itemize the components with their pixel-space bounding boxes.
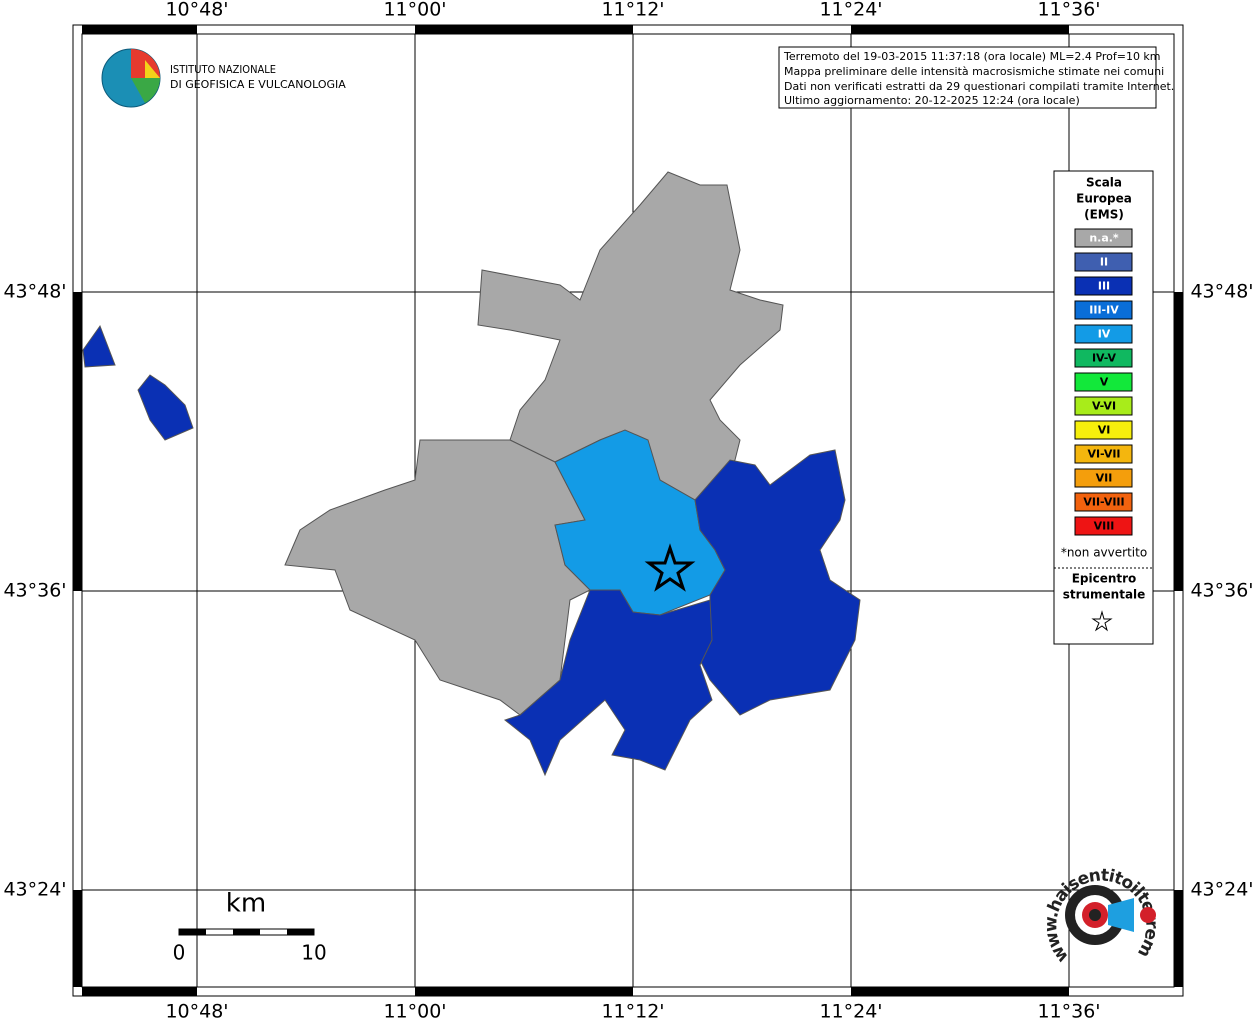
legend-label: III-IV <box>1089 304 1119 317</box>
legend-title: Scala <box>1086 176 1122 190</box>
legend-epicenter: Epicentro <box>1072 572 1137 586</box>
scale-unit: km <box>226 889 266 919</box>
scale-bar: km 0 10 <box>173 889 327 965</box>
frame-bar <box>82 987 197 996</box>
info-line: Mappa preliminare delle intensità macros… <box>784 65 1164 78</box>
latitude-label: 43°24' <box>1190 879 1253 901</box>
legend-label: IV <box>1098 328 1111 341</box>
legend-swatch <box>1074 348 1133 368</box>
ingv-logo: ISTITUTO NAZIONALE DI GEOFISICA E VULCAN… <box>101 48 346 108</box>
longitude-label: 10°48' <box>165 1001 228 1023</box>
longitude-label: 11°00' <box>383 1001 446 1023</box>
longitude-label: 11°24' <box>819 1001 882 1023</box>
frame-bar <box>851 987 1069 996</box>
frame-bars <box>73 25 1183 996</box>
municipalities <box>82 171 861 777</box>
frame-bar <box>415 987 633 996</box>
legend-title: Europea <box>1076 192 1132 206</box>
logo-text: DI GEOFISICA E VULCANOLOGIA <box>170 78 346 91</box>
legend-swatch <box>1074 228 1133 248</box>
scale-label: 0 <box>173 941 186 965</box>
legend-label: n.a.* <box>1089 232 1119 245</box>
legend-swatch <box>1074 444 1133 464</box>
latitude-label: 43°36' <box>1190 580 1253 602</box>
longitude-label: 11°36' <box>1037 0 1100 21</box>
legend-label: II <box>1100 256 1108 269</box>
legend-label: VI <box>1098 424 1111 437</box>
frame-bar <box>415 25 633 34</box>
legend-swatch <box>1074 300 1133 320</box>
legend-swatch <box>1074 372 1133 392</box>
frame-bar <box>1174 890 1183 987</box>
frame-bar <box>73 292 82 591</box>
legend-swatch <box>1074 420 1133 440</box>
latitude-label: 43°48' <box>3 281 66 303</box>
frame-bar <box>851 25 1069 34</box>
legend-swatch <box>1074 324 1133 344</box>
legend-label: VI-VII <box>1087 448 1120 461</box>
legend-epicenter: strumentale <box>1063 588 1146 602</box>
longitude-label: 11°24' <box>819 0 882 21</box>
longitude-label: 11°12' <box>601 0 664 21</box>
legend-swatch <box>1074 252 1133 272</box>
legend-label: V-VI <box>1092 400 1116 413</box>
legend-label: VII-VIII <box>1083 496 1124 509</box>
longitude-label: 11°12' <box>601 1001 664 1023</box>
epicenter-star <box>644 543 696 592</box>
legend: Scala Europea (EMS) *non avvertito Epice… <box>1053 170 1154 645</box>
frame-bar <box>1174 292 1183 591</box>
info-line: Ultimo aggiornamento: 20-12-2025 12:24 (… <box>784 94 1080 107</box>
legend-label: VIII <box>1094 520 1115 533</box>
longitude-label: 11°00' <box>383 0 446 21</box>
logo-text: ISTITUTO NAZIONALE <box>170 63 276 76</box>
legend-note: *non avvertito <box>1061 546 1147 560</box>
legend-label: III <box>1098 280 1110 293</box>
longitude-label: 11°36' <box>1037 1001 1100 1023</box>
legend-swatch <box>1074 468 1133 488</box>
scale-label: 10 <box>301 941 326 965</box>
legend-swatch <box>1074 516 1133 536</box>
legend-swatch <box>1074 492 1133 512</box>
latitude-label: 43°24' <box>3 879 66 901</box>
legend-label: VII <box>1096 472 1113 485</box>
info-box: Terremoto del 19-03-2015 11:37:18 (ora l… <box>778 46 1174 109</box>
legend-swatch <box>1074 396 1133 416</box>
longitude-label: 10°48' <box>165 0 228 21</box>
latitude-label: 43°36' <box>3 580 66 602</box>
frame-bar <box>73 890 82 987</box>
legend-label: IV-V <box>1092 352 1117 365</box>
frame-bar <box>82 25 197 34</box>
legend-title: (EMS) <box>1084 208 1124 222</box>
legend-swatch <box>1074 276 1133 296</box>
info-line: Dati non verificati estratti da 29 quest… <box>784 80 1174 93</box>
info-line: Terremoto del 19-03-2015 11:37:18 (ora l… <box>783 50 1161 63</box>
latitude-label: 43°48' <box>1190 281 1253 303</box>
legend-label: V <box>1100 376 1109 389</box>
